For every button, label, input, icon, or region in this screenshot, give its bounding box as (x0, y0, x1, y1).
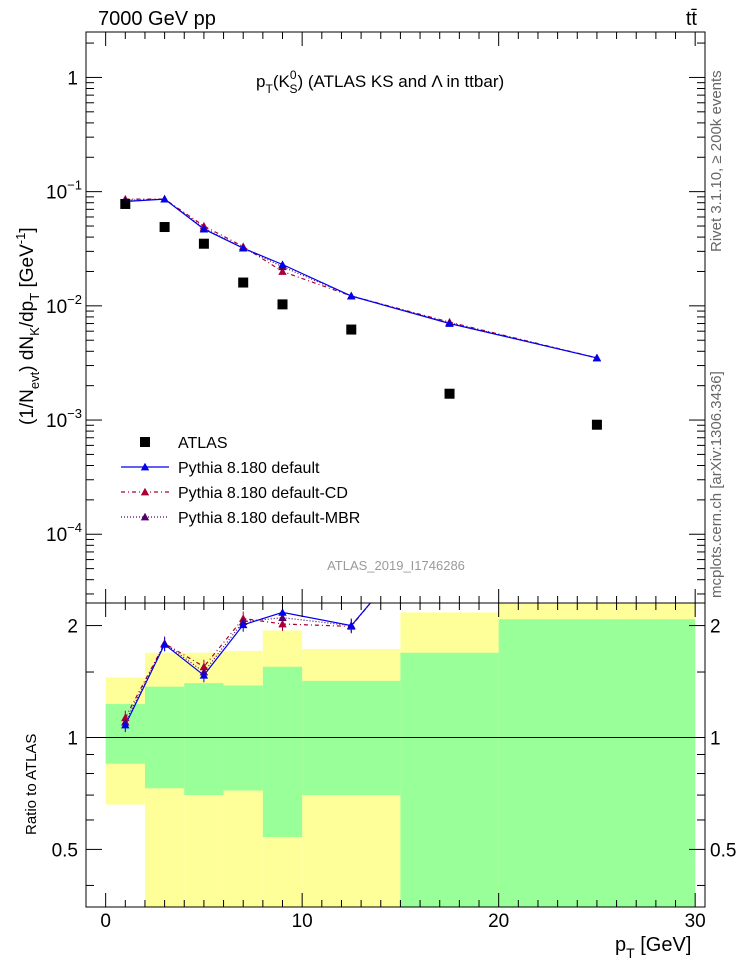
data-point-atlas (591, 419, 602, 430)
title-k: (K (273, 72, 291, 91)
data-point-atlas (346, 324, 357, 335)
title-zero-sup: 0 (290, 68, 297, 82)
main-y-tick-label: 10−2 (46, 292, 82, 318)
legend-label: Pythia 8.180 default-MBR (178, 510, 360, 527)
title-s-sub: S (290, 82, 298, 96)
ratio-marker-default-cd (278, 619, 287, 628)
legend-label: ATLAS (178, 435, 228, 452)
ratio-y-axis-label: Ratio to ATLAS (23, 734, 40, 835)
ratio-marker-default (121, 720, 130, 729)
main-y-tick-label: 10−4 (46, 520, 82, 546)
uncertainty-band-inner (262, 666, 303, 837)
legend-marker-mbr (140, 512, 150, 521)
legend: ATLAS Pythia 8.180 default Pythia 8.180 de… (121, 435, 360, 527)
ratio-y-tick-label-right: 2 (710, 617, 721, 638)
ratio-marker-default (278, 608, 287, 616)
marker-default (347, 291, 356, 300)
ratio-y-tick-label-right: 1 (710, 728, 721, 749)
legend-label: Pythia 8.180 default (178, 460, 320, 477)
ylabel-k: K (27, 327, 42, 336)
marker-default (592, 353, 602, 362)
analysis-id: ATLAS_2019_I1746286 (327, 558, 465, 573)
ratio-content (86, 603, 705, 907)
ylabel-c: /dp (17, 301, 38, 327)
data-point-atlas (159, 222, 170, 233)
data-point-atlas (198, 238, 209, 249)
ratio-marker-default (160, 640, 169, 648)
xlabel-p: p (615, 934, 626, 956)
data-point-atlas (238, 277, 249, 288)
legend-marker-default (140, 462, 150, 471)
legend-marker-atlas (140, 437, 150, 447)
title-t-sub: T (265, 82, 273, 96)
ratio-y-tick-label-left: 2 (67, 617, 78, 638)
marker-default (445, 319, 454, 327)
main-y-tick-label: 1 (67, 68, 78, 89)
ratio-y-tick-label-left: 0.5 (52, 840, 78, 861)
legend-label: Pythia 8.180 default-CD (178, 485, 348, 502)
ratio-y-tick-label-left: 1 (67, 728, 78, 749)
marker-default (199, 224, 209, 233)
ratio-marker-default (199, 671, 209, 679)
x-axis-label: pT [GeV] (615, 934, 691, 961)
x-tick-label: 30 (685, 911, 706, 932)
main-y-axis-label: (1/Nevt) dNK/dpT [GeV-1] (13, 227, 42, 425)
marker-default (239, 243, 248, 252)
ylabel-e: ] (17, 227, 38, 232)
main-y-tick-label: 10−3 (46, 406, 82, 432)
ratio-marker-default-cd (199, 662, 209, 671)
x-tick-label: 0 (100, 911, 111, 932)
ylabel-t: T (27, 293, 42, 301)
title-p: p (256, 72, 265, 91)
header-energy: 7000 GeV pp (98, 8, 216, 30)
ylabel-a: (1/N (17, 389, 38, 425)
uncertainty-band-inner (184, 683, 224, 796)
ratio-marker-default (347, 621, 356, 629)
xlabel-t: T (626, 945, 635, 961)
x-tick-label: 10 (292, 911, 313, 932)
ylabel-b: ) dN (17, 336, 38, 372)
ratio-y-tick-label-right: 0.5 (710, 840, 736, 861)
plot-title: pT(K0 S) (ATLAS KS and Λ in ttbar) (256, 68, 504, 96)
ylabel-d: [GeV (17, 244, 38, 293)
ratio-marker-default-cd (121, 713, 130, 722)
uncertainty-band-inner (223, 685, 263, 791)
main-y-tick-label: 10−1 (46, 178, 82, 204)
ratio-panel: 0.5 0.51 12 20 10 20 30 (52, 603, 736, 932)
main-panel: 1 10−1 10−2 10−3 10−4 (46, 32, 705, 603)
marker-default-cd (278, 267, 287, 275)
ratio-marker-default (239, 620, 248, 629)
marker-default (160, 194, 169, 203)
x-tick-label: 20 (488, 911, 509, 932)
header-process: tt̄ (686, 8, 698, 30)
marker-default (278, 260, 287, 268)
curve-default (125, 198, 598, 359)
ratio-marker-default-mbr (278, 613, 287, 622)
data-point-atlas (277, 299, 288, 310)
uncertainty-band-inner (498, 619, 696, 907)
uncertainty-band-inner (400, 652, 499, 907)
ylabel-evt: evt (27, 371, 42, 389)
rivet-version-label: Rivet 3.1.10, ≥ 200k events (708, 70, 725, 252)
mcplots-label: mcplots.cern.ch [arXiv:1306.3436] (708, 371, 725, 598)
ylabel-exp: -1 (13, 233, 28, 245)
data-point-atlas (444, 388, 455, 399)
xlabel-unit: [GeV] (635, 934, 692, 956)
data-point-atlas (120, 198, 131, 209)
legend-marker-cd (140, 487, 150, 496)
ratio-frame (85, 602, 706, 908)
title-rest: ) (ATLAS KS and Λ in ttbar) (298, 72, 505, 91)
